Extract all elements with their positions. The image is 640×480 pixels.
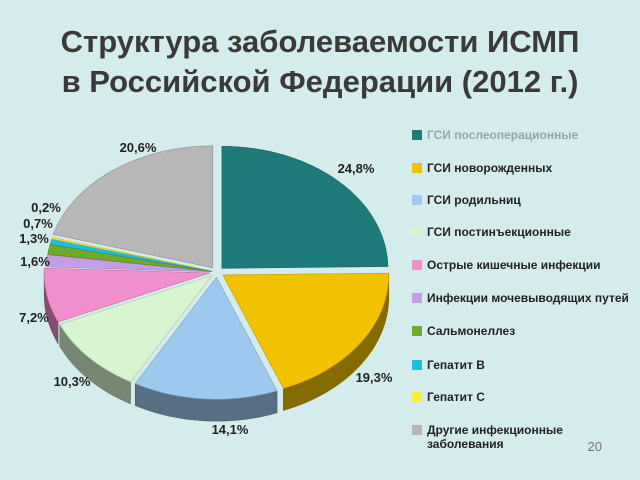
legend-item: ГСИ родильниц <box>412 193 521 207</box>
legend-swatch <box>412 425 422 435</box>
data-label: 14,1% <box>212 422 249 437</box>
legend-label: Гепатит С <box>427 390 485 404</box>
legend-swatch <box>412 360 422 370</box>
legend-swatch <box>412 293 422 303</box>
pie-slice <box>51 237 213 272</box>
legend-item: Сальмонеллез <box>412 324 515 338</box>
legend-item: Острые кишечные инфекции <box>412 258 600 272</box>
legend-swatch <box>412 227 422 237</box>
legend-item: ГСИ постинъекционные <box>412 225 571 239</box>
pie-slice <box>45 254 213 272</box>
legend-item: Другие инфекционные заболевания <box>412 423 637 451</box>
legend-label: Сальмонеллез <box>427 324 516 338</box>
title-line-2: в Российской Федерации (2012 г.) <box>61 64 579 99</box>
legend-label: Другие инфекционные заболевания <box>427 423 563 451</box>
title-line-1: Структура заболеваемости ИСМП <box>60 24 580 59</box>
pie-slice <box>134 276 278 400</box>
data-label: 1,6% <box>20 254 50 269</box>
data-labels: 24,8% 19,3% 14,1% 10,3% 7,2% 1,6% 1,3%0,7%0,2%… <box>19 140 393 437</box>
legend-label: ГСИ послеоперационные <box>427 128 579 142</box>
pie-slice <box>59 274 213 383</box>
legend-label: Острые кишечные инфекции <box>427 258 601 272</box>
data-label: 24,8% <box>338 161 375 176</box>
legend-label: ГСИ новорожденных <box>427 161 553 175</box>
data-label: 1,3% <box>19 231 49 246</box>
legend-item: Инфекции мочевыводящих путей <box>412 291 629 305</box>
data-label: 20,6% <box>120 140 157 155</box>
pie-top-group <box>43 145 390 400</box>
legend-swatch <box>412 392 422 402</box>
legend-swatch <box>412 195 422 205</box>
legend-label: Гепатит В <box>427 358 485 372</box>
pie-slice <box>222 272 390 389</box>
pie-slice <box>52 145 214 269</box>
data-label: 19,3% <box>356 370 393 385</box>
legend-item: Гепатит С <box>412 390 485 404</box>
legend-swatch <box>412 130 422 140</box>
data-label: 0,7% <box>23 216 53 231</box>
legend-label: ГСИ родильниц <box>427 193 521 207</box>
legend-label: Инфекции мочевыводящих путей <box>427 291 629 305</box>
legend-swatch <box>412 260 422 270</box>
legend-item: ГСИ послеоперационные <box>412 128 578 142</box>
page-number: 20 <box>587 439 602 454</box>
legend-item: ГСИ новорожденных <box>412 161 552 175</box>
legend-swatch <box>412 163 422 173</box>
pie-slice <box>43 267 211 323</box>
legend-swatch <box>412 326 422 336</box>
pie-slice <box>221 145 389 269</box>
data-label: 10,3% <box>54 374 91 389</box>
data-label: 0,2% <box>31 200 61 215</box>
data-label: 7,2% <box>19 310 49 325</box>
legend-label: ГСИ постинъекционные <box>427 225 571 239</box>
chart-title: Структура заболеваемости ИСМП в Российск… <box>0 22 640 102</box>
legend-item: Гепатит В <box>412 358 485 372</box>
